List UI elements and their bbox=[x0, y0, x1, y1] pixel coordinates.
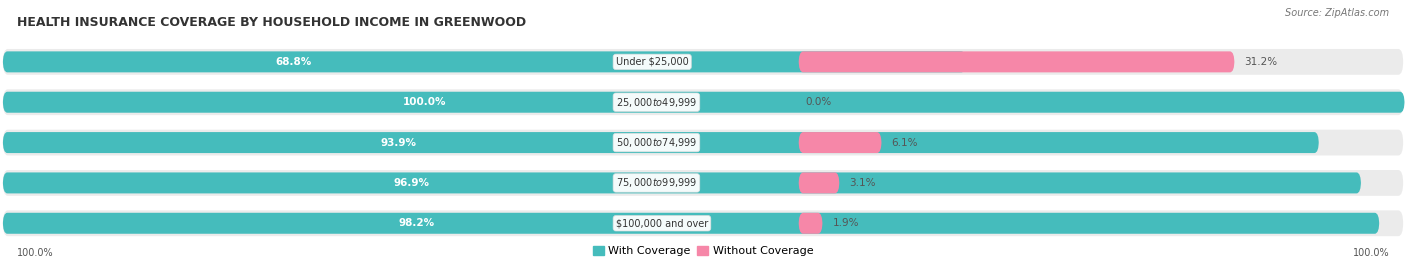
Text: 93.9%: 93.9% bbox=[381, 137, 418, 148]
Text: $100,000 and over: $100,000 and over bbox=[616, 218, 709, 228]
FancyBboxPatch shape bbox=[799, 51, 1234, 72]
FancyBboxPatch shape bbox=[799, 172, 839, 193]
Text: HEALTH INSURANCE COVERAGE BY HOUSEHOLD INCOME IN GREENWOOD: HEALTH INSURANCE COVERAGE BY HOUSEHOLD I… bbox=[17, 16, 526, 29]
FancyBboxPatch shape bbox=[799, 132, 882, 153]
FancyBboxPatch shape bbox=[3, 210, 1403, 236]
Text: Under $25,000: Under $25,000 bbox=[616, 57, 689, 67]
FancyBboxPatch shape bbox=[3, 132, 1319, 153]
Text: $75,000 to $99,999: $75,000 to $99,999 bbox=[616, 176, 697, 189]
FancyBboxPatch shape bbox=[3, 51, 966, 72]
Legend: With Coverage, Without Coverage: With Coverage, Without Coverage bbox=[588, 241, 818, 261]
Text: 0.0%: 0.0% bbox=[806, 97, 832, 107]
Text: 68.8%: 68.8% bbox=[276, 57, 311, 67]
FancyBboxPatch shape bbox=[3, 170, 1403, 196]
Text: $25,000 to $49,999: $25,000 to $49,999 bbox=[616, 96, 697, 109]
Text: Source: ZipAtlas.com: Source: ZipAtlas.com bbox=[1285, 8, 1389, 18]
FancyBboxPatch shape bbox=[3, 172, 1361, 193]
Text: 1.9%: 1.9% bbox=[832, 218, 859, 228]
FancyBboxPatch shape bbox=[3, 213, 1379, 234]
Text: 96.9%: 96.9% bbox=[394, 178, 430, 188]
Text: 31.2%: 31.2% bbox=[1244, 57, 1278, 67]
FancyBboxPatch shape bbox=[3, 92, 1405, 113]
Text: 98.2%: 98.2% bbox=[399, 218, 434, 228]
FancyBboxPatch shape bbox=[799, 213, 823, 234]
Text: 3.1%: 3.1% bbox=[849, 178, 876, 188]
Text: 100.0%: 100.0% bbox=[1353, 248, 1389, 258]
FancyBboxPatch shape bbox=[3, 89, 1403, 115]
FancyBboxPatch shape bbox=[3, 130, 1403, 155]
Text: $50,000 to $74,999: $50,000 to $74,999 bbox=[616, 136, 697, 149]
FancyBboxPatch shape bbox=[3, 49, 1403, 75]
Text: 100.0%: 100.0% bbox=[404, 97, 446, 107]
Text: 6.1%: 6.1% bbox=[891, 137, 918, 148]
Text: 100.0%: 100.0% bbox=[17, 248, 53, 258]
